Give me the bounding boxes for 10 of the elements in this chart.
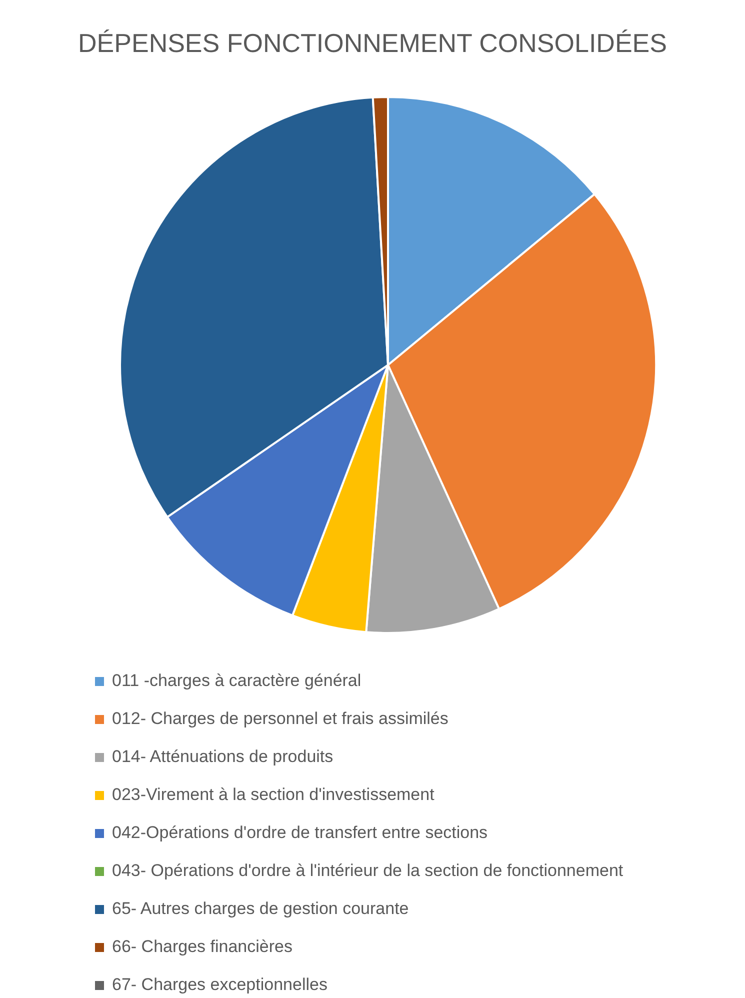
legend-label: 043- Opérations d'ordre à l'intérieur de la section de fonctionnement [112, 861, 624, 881]
legend-label: 67- Charges exceptionnelles [112, 975, 328, 995]
legend-label: 65- Autres charges de gestion courante [112, 899, 409, 919]
legend-label: 023-Virement à la section d'investissement [112, 785, 434, 805]
legend-label: 011 -charges à caractère général [112, 671, 362, 691]
chart-title: DÉPENSES FONCTIONNEMENT CONSOLIDÉES [77, 28, 668, 59]
legend-label: 66- Charges financières [112, 937, 292, 957]
legend-label: 042-Opérations d'ordre de transfert entre sections [112, 823, 488, 843]
legend-label: 012- Charges de personnel et frais assimilés [112, 709, 448, 729]
legend-label: 014- Atténuations de produits [112, 747, 334, 767]
